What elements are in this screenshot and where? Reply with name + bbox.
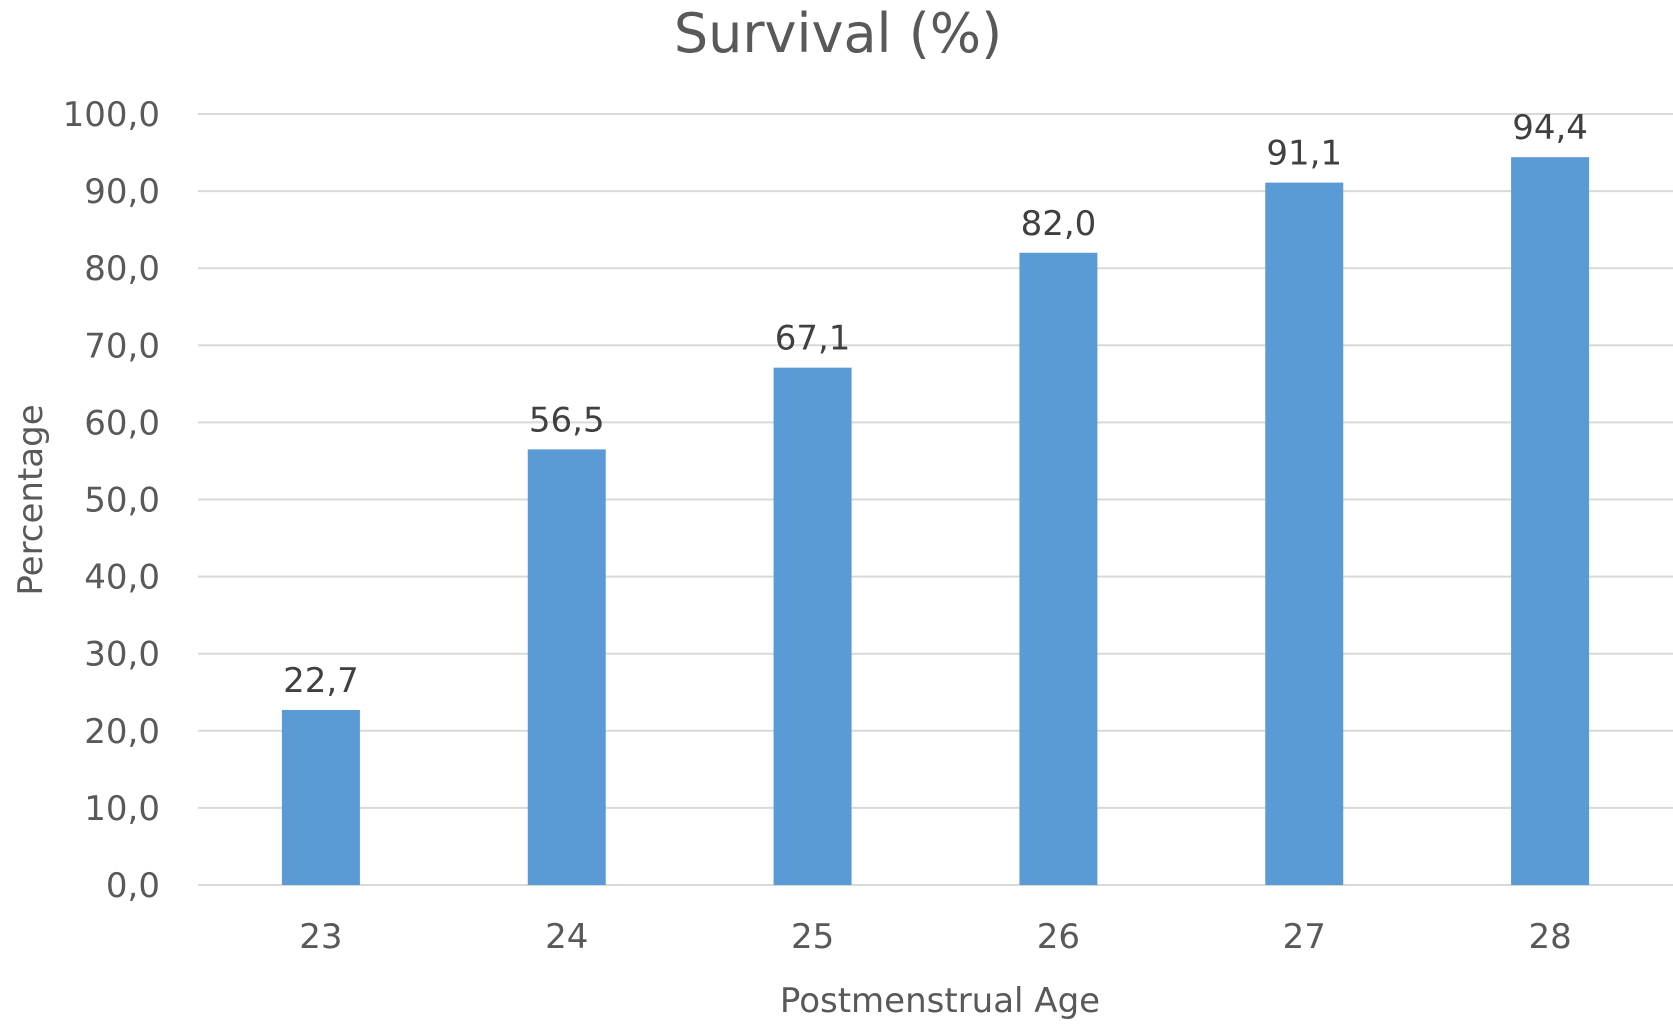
bar bbox=[527, 449, 606, 885]
bar bbox=[1265, 182, 1344, 885]
y-tick-label: 70,0 bbox=[84, 326, 160, 366]
bar bbox=[281, 709, 360, 885]
y-tick-label: 10,0 bbox=[84, 789, 160, 829]
bar-value-label: 22,7 bbox=[283, 661, 359, 701]
x-tick-label: 24 bbox=[545, 917, 588, 957]
y-tick-label: 0,0 bbox=[106, 866, 160, 906]
x-tick-label: 26 bbox=[1037, 917, 1080, 957]
bar-value-label: 91,1 bbox=[1266, 134, 1342, 174]
x-tick-label: 27 bbox=[1283, 917, 1326, 957]
x-tick-label: 25 bbox=[791, 917, 834, 957]
y-tick-label: 100,0 bbox=[63, 95, 160, 135]
y-tick-label: 30,0 bbox=[84, 635, 160, 675]
y-tick-label: 80,0 bbox=[84, 249, 160, 289]
bar bbox=[773, 367, 852, 885]
x-tick-label: 23 bbox=[299, 917, 342, 957]
bar-value-label: 56,5 bbox=[529, 400, 605, 440]
bar-value-label: 82,0 bbox=[1021, 204, 1097, 244]
x-axis-label: Postmenstrual Age bbox=[780, 981, 1100, 1021]
y-tick-label: 60,0 bbox=[84, 403, 160, 443]
x-tick-label: 28 bbox=[1528, 917, 1571, 957]
y-axis-ticks: 0,0 10,0 20,0 30,0 40,0 50,0 60,0 70,0 80,0 90,0 1… bbox=[63, 95, 160, 906]
bars bbox=[281, 157, 1590, 885]
bar bbox=[1019, 252, 1098, 885]
data-labels: 22,7 56,5 67,1 82,0 91,1 94,4 bbox=[283, 108, 1588, 701]
y-tick-label: 90,0 bbox=[84, 172, 160, 212]
y-tick-label: 40,0 bbox=[84, 558, 160, 598]
bar bbox=[1511, 157, 1590, 885]
y-tick-label: 20,0 bbox=[84, 712, 160, 752]
x-axis-ticks: 23 24 25 26 27 28 bbox=[299, 917, 1571, 957]
y-axis-label: Percentage bbox=[11, 404, 51, 595]
bar-value-label: 94,4 bbox=[1512, 108, 1588, 148]
y-tick-label: 50,0 bbox=[84, 481, 160, 521]
bar-value-label: 67,1 bbox=[775, 319, 851, 359]
chart-title: Survival (%) bbox=[674, 2, 1002, 65]
gridlines bbox=[198, 113, 1673, 886]
